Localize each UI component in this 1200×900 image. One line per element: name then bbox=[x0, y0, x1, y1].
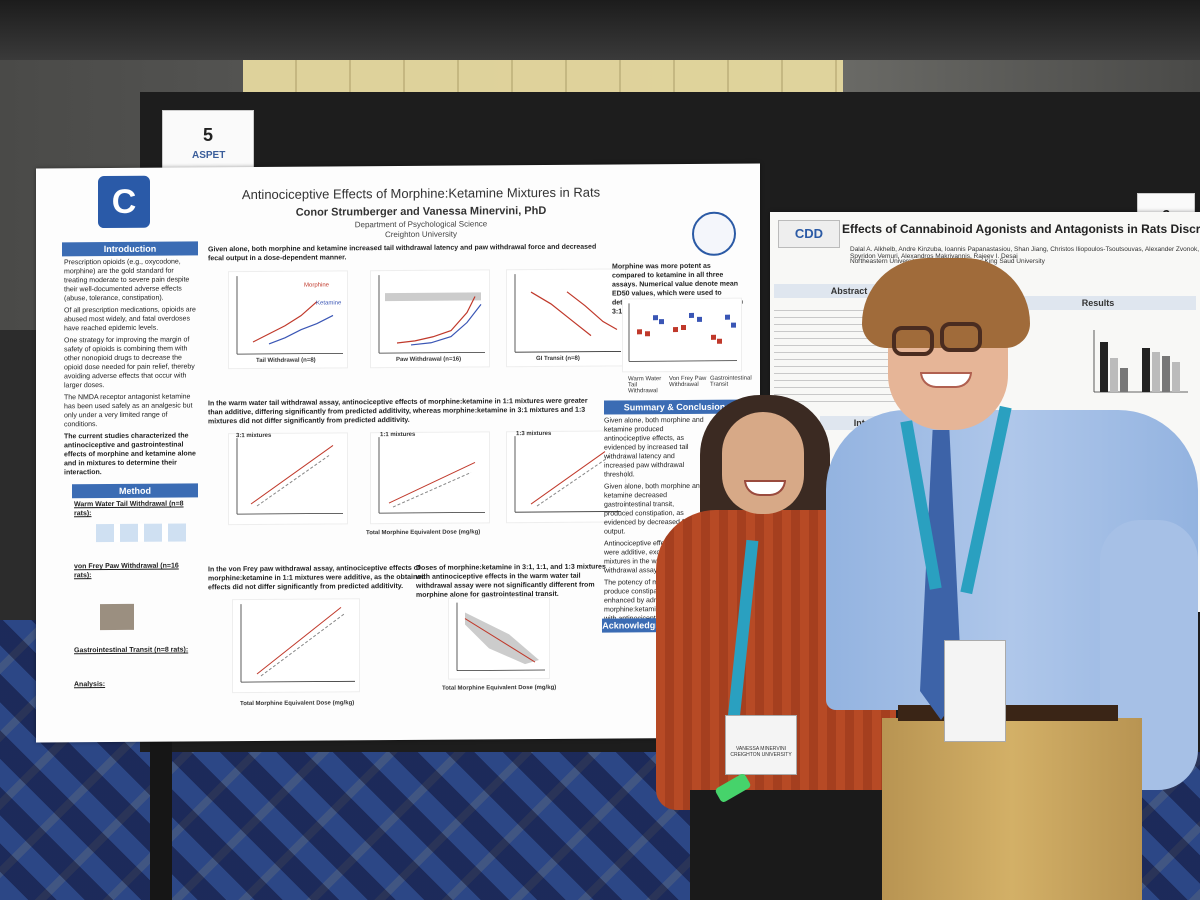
fig3-xlabel: Total Morphine Equivalent Dose (mg/kg) bbox=[366, 529, 481, 537]
fig1-gi-chart bbox=[514, 274, 621, 353]
poster-title: Effects of Cannabinoid Agonists and Anta… bbox=[842, 222, 1200, 236]
poster-authors: Dalal A. Alkhelb, Andre Kinzuba, Ioannis… bbox=[850, 246, 1200, 260]
method-header: Method bbox=[72, 483, 198, 499]
intro-paragraph: Of all prescription medications, opioids… bbox=[64, 306, 196, 333]
fig1-caption: Given alone, both morphine and ketamine … bbox=[208, 243, 597, 263]
method-diagram bbox=[96, 523, 186, 543]
series-label-ketamine: Ketamine bbox=[316, 300, 342, 307]
fig3-chart-13 bbox=[514, 436, 621, 513]
fig2-xlabel: Warm Water Tail Withdrawal bbox=[628, 376, 662, 395]
booth-number-card-left: 5 bbox=[162, 110, 254, 174]
intro-header: Introduction bbox=[62, 241, 198, 257]
method-title: von Frey Paw Withdrawal (n=16 rats): bbox=[74, 562, 179, 580]
man-smile bbox=[920, 372, 972, 388]
fig1-tail-chart bbox=[236, 276, 343, 355]
aspet-logo-text: ASPET bbox=[192, 150, 226, 161]
series-label-morphine: Morphine bbox=[304, 282, 330, 289]
intro-paragraph: The NMDA receptor antagonist ketamine ha… bbox=[64, 393, 193, 429]
glasses-icon bbox=[892, 326, 934, 356]
woman-pants bbox=[690, 790, 890, 900]
fig5-caption: Doses of morphine:ketamine in 3:1, 1:1, … bbox=[416, 563, 606, 599]
fig3-panel-31 bbox=[228, 432, 348, 526]
summary-paragraph: Given alone, both morphine and ketamine … bbox=[604, 416, 704, 479]
method-photo bbox=[100, 603, 134, 631]
woman-name-badge: VANESSA MINERVINI CREIGHTON UNIVERSITY bbox=[725, 715, 797, 775]
intro-paragraph: One strategy for improving the margin of… bbox=[64, 336, 195, 390]
results-bar-chart bbox=[1093, 330, 1188, 393]
fig5-xlabel: Total Morphine Equivalent Dose (mg/kg) bbox=[442, 684, 557, 692]
poster-authors: Conor Strumberger and Vanessa Minervini,… bbox=[295, 204, 547, 219]
creighton-logo: C bbox=[98, 175, 150, 229]
fig1-panel-paw bbox=[370, 269, 490, 369]
booth-number: 5 bbox=[202, 125, 213, 145]
badge-name: VANESSA MINERVINI bbox=[735, 746, 787, 752]
university-seal bbox=[692, 211, 736, 256]
fig3-panel-13 bbox=[506, 430, 626, 524]
fig1-panel-gi bbox=[506, 268, 626, 368]
fig4-chart bbox=[240, 604, 355, 683]
poster-title: Antinociceptive Effects of Morphine:Keta… bbox=[241, 184, 601, 203]
fig4-panel bbox=[232, 598, 360, 694]
fig1-panel-tail bbox=[228, 270, 348, 370]
research-poster-morphine-ketamine: C Antinociceptive Effects of Morphine:Ke… bbox=[36, 163, 760, 743]
fig1-panel-label: Tail Withdrawal (n=8) bbox=[256, 357, 316, 364]
intro-text: Prescription opioids (e.g., oxycodone, m… bbox=[64, 257, 196, 477]
glasses-icon bbox=[940, 322, 982, 352]
fig3-chart-11 bbox=[378, 437, 485, 514]
fig1-panel-label: Paw Withdrawal (n=16) bbox=[396, 356, 462, 364]
method-title: Gastrointestinal Transit (n=8 rats): bbox=[74, 646, 189, 655]
badge-affiliation: CREIGHTON UNIVERSITY bbox=[730, 752, 792, 758]
board-stand bbox=[150, 740, 172, 900]
fig4-caption: In the von Frey paw withdrawal assay, an… bbox=[208, 564, 426, 592]
man-pants bbox=[882, 718, 1142, 900]
fig3-chart-31 bbox=[236, 438, 343, 515]
method-title: Analysis: bbox=[74, 681, 106, 689]
fig2-chart bbox=[628, 303, 737, 362]
method-title: Warm Water Tail Withdrawal (n=8 rats): bbox=[74, 500, 184, 518]
fig2-xlabel: Von Frey Paw Withdrawal bbox=[669, 375, 707, 389]
fig4-xlabel: Total Morphine Equivalent Dose (mg/kg) bbox=[240, 700, 355, 708]
intro-paragraph: Prescription opioids (e.g., oxycodone, m… bbox=[64, 258, 190, 303]
fig3-panel-label: 1:3 mixtures bbox=[516, 430, 552, 438]
cdd-logo: CDD bbox=[778, 220, 840, 248]
fig1-paw-chart bbox=[378, 275, 485, 354]
results-header: Results bbox=[1000, 296, 1196, 310]
fig1-panel-label: GI Transit (n=8) bbox=[536, 355, 580, 363]
man-name-badge bbox=[944, 640, 1006, 742]
fig5-chart bbox=[456, 602, 545, 671]
fig3-panel-11 bbox=[370, 431, 490, 525]
fig3-caption: In the warm water tail withdrawal assay,… bbox=[208, 397, 588, 426]
man-belt bbox=[898, 705, 1118, 721]
fig2-xlabels: Warm Water Tail Withdrawal Von Frey Paw … bbox=[628, 375, 752, 395]
woman-face bbox=[722, 412, 804, 514]
poster-university: Creighton University bbox=[384, 229, 458, 240]
fig2-xlabel: Gastrointestinal Transit bbox=[710, 375, 752, 388]
fig2-panel bbox=[622, 297, 742, 373]
intro-paragraph: The current studies characterized the an… bbox=[64, 432, 196, 477]
fig5-panel bbox=[448, 596, 550, 680]
man-hair bbox=[862, 258, 1030, 348]
ceiling bbox=[0, 0, 1200, 60]
fig3-panel-label: 3:1 mixtures bbox=[236, 432, 272, 440]
fig3-panel-label: 1:1 mixtures bbox=[380, 431, 416, 439]
